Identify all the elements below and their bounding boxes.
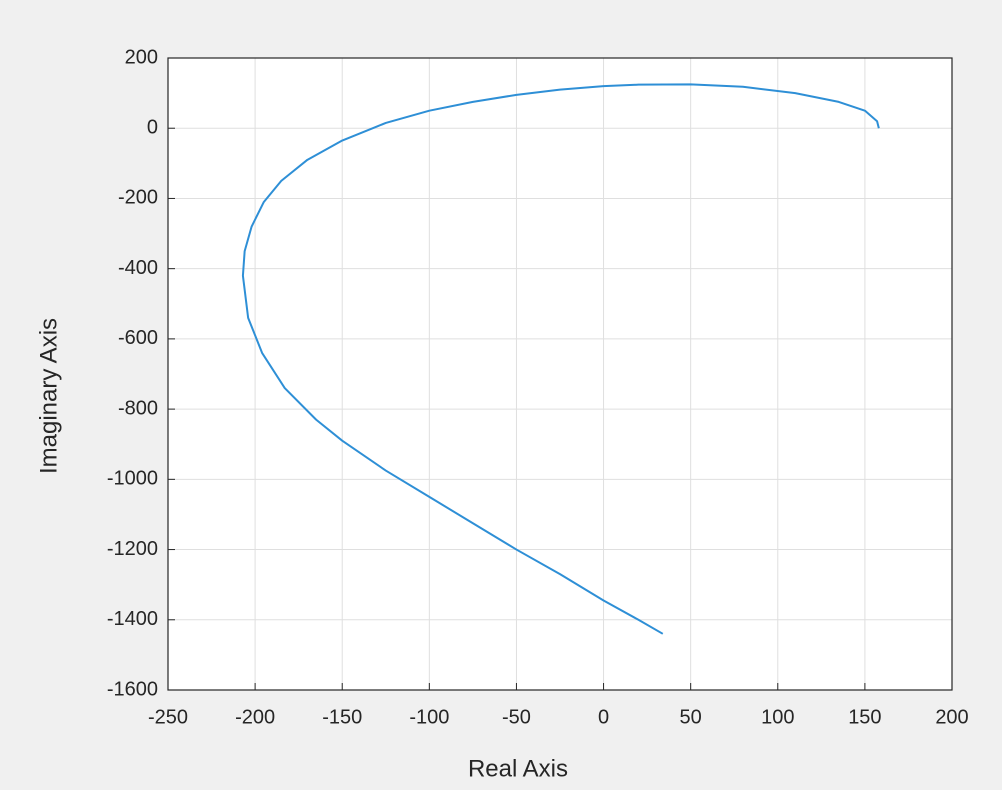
x-tick-label: -150 [322, 706, 362, 728]
y-tick-label: -1200 [107, 538, 158, 560]
y-tick-label: 200 [125, 46, 158, 68]
x-tick-label: 150 [848, 706, 881, 728]
plot-area [168, 58, 952, 690]
x-tick-label: 50 [680, 706, 702, 728]
x-tick-label: 0 [598, 706, 609, 728]
x-tick-label: 100 [761, 706, 794, 728]
x-tick-label: -50 [502, 706, 531, 728]
y-tick-label: -1400 [107, 608, 158, 630]
y-tick-label: -400 [118, 257, 158, 279]
data-line [241, 83, 880, 635]
y-tick-label: -1600 [107, 678, 158, 700]
y-tick-label: -200 [118, 187, 158, 209]
x-tick-label: 200 [935, 706, 968, 728]
y-tick-label: -600 [118, 327, 158, 349]
ticks: -250 -200 -150 -100 -50 0 50 100 150 200 -1600 -140… [107, 46, 969, 728]
y-tick-label: -1000 [107, 468, 158, 490]
x-axis-label: Real Axis [468, 755, 568, 782]
x-tick-label: -250 [148, 706, 188, 728]
axes-box [167, 57, 953, 691]
x-tick-label: -200 [235, 706, 275, 728]
y-tick-label: -800 [118, 397, 158, 419]
lines [241, 83, 880, 635]
y-tick-label: 0 [147, 117, 158, 139]
x-tick-label: -100 [409, 706, 449, 728]
y-axis-label: Imaginary Axis [35, 318, 62, 474]
